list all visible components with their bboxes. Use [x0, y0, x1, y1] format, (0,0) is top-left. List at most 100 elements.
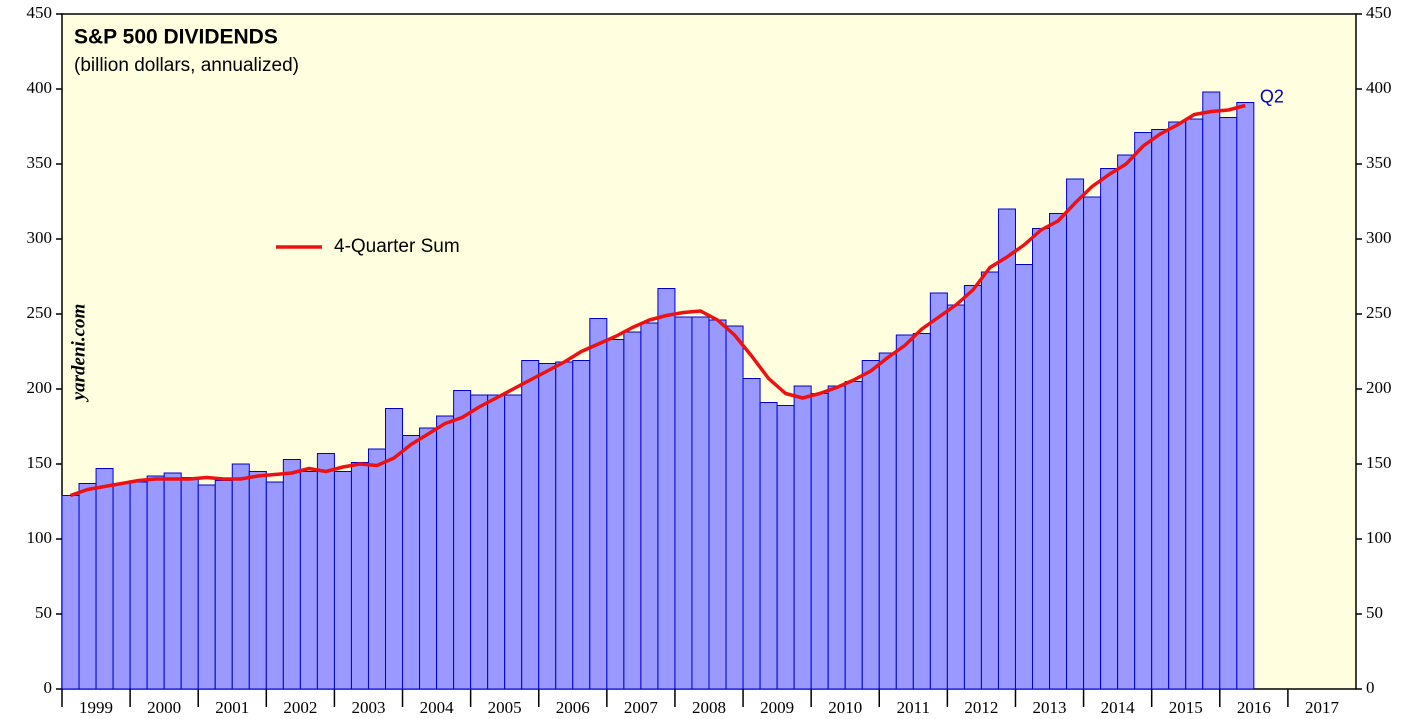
bar	[793, 385, 812, 690]
bar	[827, 385, 846, 690]
legend-label: 4-Quarter Sum	[334, 236, 460, 257]
x-tick-label: 2012	[964, 698, 998, 717]
bar	[674, 316, 693, 690]
bar	[470, 394, 489, 690]
bar	[725, 325, 744, 690]
bar	[333, 471, 352, 690]
y-tick-label: 350	[27, 153, 53, 172]
x-tick-label: 2015	[1169, 698, 1203, 717]
x-tick-label: 2008	[692, 698, 726, 717]
bar	[1100, 168, 1119, 690]
bar	[1083, 196, 1102, 690]
bar	[929, 292, 948, 690]
y2-tick-label: 150	[1366, 453, 1392, 472]
bar	[1202, 91, 1221, 690]
bar	[78, 483, 97, 690]
y-tick-label: 50	[35, 603, 52, 622]
y2-tick-label: 200	[1366, 378, 1392, 397]
bar	[197, 484, 216, 690]
bar	[623, 331, 642, 690]
bar	[691, 316, 710, 690]
bar	[759, 402, 778, 690]
bar	[742, 378, 761, 690]
bar	[776, 405, 795, 690]
bar	[419, 427, 438, 690]
x-tick-label: 2000	[147, 698, 181, 717]
bar	[1066, 178, 1085, 690]
bar	[163, 472, 182, 690]
x-tick-label: 2016	[1237, 698, 1271, 717]
bar	[810, 393, 829, 690]
x-tick-label: 2010	[828, 698, 862, 717]
bar	[572, 360, 591, 690]
y2-tick-label: 300	[1366, 228, 1392, 247]
bar	[997, 208, 1016, 690]
bar	[980, 271, 999, 690]
y-tick-label: 100	[27, 528, 53, 547]
bar	[708, 319, 727, 690]
y-tick-label: 300	[27, 228, 53, 247]
watermark: yardeni.com	[68, 304, 89, 403]
bar	[265, 481, 284, 690]
bar	[112, 483, 131, 690]
y-tick-label: 0	[44, 678, 53, 697]
bar	[1151, 129, 1170, 690]
bar	[95, 468, 114, 690]
bar	[606, 339, 625, 690]
bar	[895, 334, 914, 690]
x-tick-label: 2013	[1033, 698, 1067, 717]
x-tick-label: 2004	[420, 698, 455, 717]
bar	[657, 288, 676, 690]
bar	[589, 318, 608, 690]
x-tick-label: 2014	[1101, 698, 1136, 717]
bar	[1014, 264, 1034, 690]
bar	[555, 361, 574, 690]
bar	[316, 453, 335, 690]
bar	[129, 481, 148, 690]
x-tick-label: 2001	[215, 698, 249, 717]
x-tick-label: 2005	[488, 698, 522, 717]
y-tick-label: 150	[27, 453, 53, 472]
bar	[180, 477, 199, 690]
y2-tick-label: 250	[1366, 303, 1392, 322]
y2-tick-label: 350	[1366, 153, 1392, 172]
bar	[1185, 118, 1204, 690]
bar	[878, 352, 897, 690]
bar	[1117, 154, 1136, 690]
bar	[487, 394, 506, 690]
bar	[453, 390, 472, 690]
bar	[1049, 213, 1068, 690]
x-tick-label: 2007	[624, 698, 659, 717]
y-tick-label: 200	[27, 378, 53, 397]
bar	[282, 459, 301, 690]
y-tick-label: 400	[27, 78, 53, 97]
line-series	[69, 103, 1246, 498]
bar	[299, 471, 318, 690]
x-tick-label: 2017	[1305, 698, 1340, 717]
x-tick-label: 2009	[760, 698, 794, 717]
bar	[640, 322, 659, 690]
bar	[1032, 228, 1051, 690]
bar	[844, 381, 863, 690]
y2-tick-label: 450	[1366, 3, 1392, 22]
bar	[248, 471, 267, 690]
x-tick-label: 1999	[79, 698, 113, 717]
bar	[521, 360, 540, 690]
bar	[1219, 117, 1238, 690]
bar	[402, 435, 421, 690]
bar	[146, 475, 165, 690]
bar	[385, 408, 404, 690]
bar	[861, 360, 880, 690]
bar	[231, 463, 250, 690]
x-tick-label: 2002	[283, 698, 317, 717]
y-tick-label: 450	[27, 3, 53, 22]
bar	[61, 495, 80, 690]
y-tick-label: 250	[27, 303, 53, 322]
chart-title: S&P 500 DIVIDENDS	[74, 26, 278, 49]
y2-tick-label: 50	[1366, 603, 1383, 622]
bar	[946, 304, 965, 690]
end-label: Q2	[1260, 86, 1284, 106]
x-tick-label: 2003	[351, 698, 385, 717]
y2-tick-label: 400	[1366, 78, 1392, 97]
bar	[1236, 102, 1255, 690]
